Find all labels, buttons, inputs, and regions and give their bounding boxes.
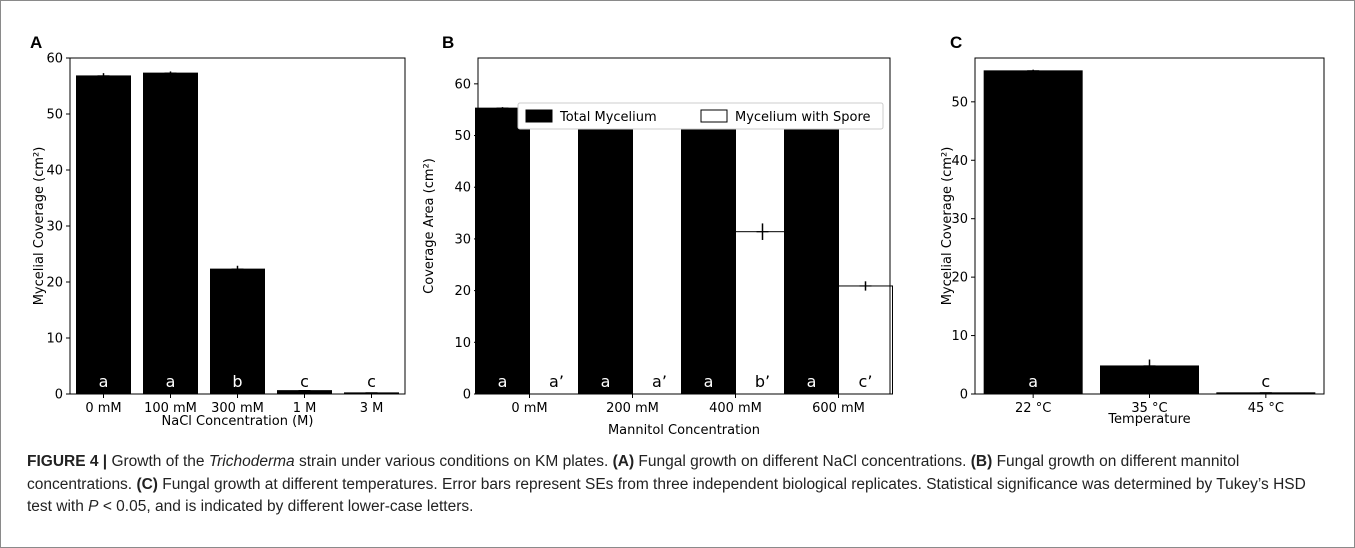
panel-b-s0-0-letter: a	[498, 372, 508, 391]
caption-genus: Trichoderma	[208, 453, 295, 470]
panel-c-xtick-label-1: 35 °C	[1131, 401, 1167, 416]
caption-text-2: strain under various conditions on KM pl…	[294, 453, 613, 470]
panel-a-ytick-label-1: 10	[46, 332, 63, 347]
panel-a-bar-0-letter: a	[99, 372, 109, 391]
panel-b-s0-3-letter: a	[807, 372, 817, 391]
panel-c-bar-1-letter: b	[1144, 372, 1154, 391]
panel-b-ytick-label-5: 50	[454, 129, 471, 144]
panel-b-s1-1-letter: a’	[652, 372, 667, 391]
panel-c-xlabel: Temperature	[1107, 412, 1190, 427]
panel-a-ytick-label-3: 30	[46, 220, 63, 235]
panel-b-ytick-label-1: 10	[454, 336, 471, 351]
panel-b-ytick-label-0: 0	[463, 388, 471, 403]
panel-b-xtick-label-2: 400 mM	[709, 401, 762, 416]
panel-a-ytick-label-4: 40	[46, 164, 63, 179]
panel-a-letter: A	[30, 33, 42, 52]
panel-a-xtick-label-2: 300 mM	[211, 401, 264, 416]
caption-ref-a: (A)	[612, 453, 635, 470]
panel-a-xtick-label-3: 1 M	[293, 401, 317, 416]
panel-b-xtick-label-3: 600 mM	[812, 401, 865, 416]
panel-c-ytick-label-2: 20	[951, 271, 968, 286]
panel-b-s0-2-letter: a	[704, 372, 714, 391]
panel-b-s1-0-bar	[529, 107, 584, 395]
panel-c-ytick-label-0: 0	[960, 388, 968, 403]
panel-c-ytick-label-4: 40	[951, 154, 968, 169]
panel-b-xtick-label-1: 200 mM	[606, 401, 659, 416]
caption-figure-label: FIGURE 4 |	[27, 453, 108, 470]
figure-panels: A 0 10 20 30 40 50 60 Mycelial Coverage (cm²) NaC…	[30, 33, 1325, 438]
panel-b-s0-3-bar	[784, 107, 839, 395]
figure-caption: FIGURE 4 | Growth of the Trichoderma str…	[27, 451, 1327, 519]
panel-c-xtick-label-2: 45 °C	[1248, 401, 1284, 416]
caption-ref-b: (B)	[970, 453, 993, 470]
panel-b-s0-1-letter: a	[601, 372, 611, 391]
panel-c-letter: C	[950, 33, 962, 52]
panel-c-bar-0-letter: a	[1028, 372, 1038, 391]
panel-b-ytick-label-2: 20	[454, 284, 471, 299]
panel-a-bar-2-bar	[210, 268, 265, 395]
panel-b-xlabel: Mannitol Concentration	[608, 423, 760, 438]
panel-a-ytick-label-5: 50	[46, 108, 63, 123]
panel-a-bar-1-bar	[143, 72, 198, 395]
panel-a-xtick-label-4: 3 M	[360, 401, 384, 416]
panel-b-s1-3-letter: c’	[859, 372, 873, 391]
panel-a-ylabel: Mycelial Coverage (cm²)	[32, 147, 47, 306]
panel-c-ylabel: Mycelial Coverage (cm²)	[940, 147, 955, 306]
panel-c-xtick-label-0: 22 °C	[1015, 401, 1051, 416]
panel-b-legend-label-1: Mycelium with Spore	[735, 110, 871, 125]
caption-text-p: < 0.05, and is indicated by different lo…	[98, 498, 474, 515]
caption-text-b: Fungal growth on different mannitol conc…	[27, 453, 1240, 493]
panel-b-ytick-label-4: 40	[454, 181, 471, 196]
panel-a-bar-1-letter: a	[166, 372, 176, 391]
panel-b-legend-swatch-0	[525, 109, 553, 123]
panel-c-ytick-label-3: 30	[951, 212, 968, 227]
panel-b-legend-swatch-1	[700, 109, 728, 123]
caption-text-a: Fungal growth on different NaCl concentr…	[634, 453, 971, 470]
panel-b-ytick-label-3: 30	[454, 232, 471, 247]
panel-a-ytick-label-2: 20	[46, 276, 63, 291]
caption-text-1: Growth of the	[107, 453, 209, 470]
panel-c-bar-0-bar	[983, 70, 1083, 395]
panel-a-axes-frame	[69, 57, 406, 395]
caption-text-c: Fungal growth at different temperatures.…	[27, 475, 1306, 516]
panel-b-s1-2-bar	[735, 231, 790, 395]
panel-b-s0-1-bar	[578, 107, 633, 395]
panel-a-bar-3-letter: c	[300, 372, 309, 391]
panel-b-letter: B	[442, 33, 454, 52]
panel-b-s1-1-bar	[632, 107, 687, 395]
panel-b-ytick-label-6: 60	[454, 77, 471, 92]
panel-b-s1-2-letter: b’	[755, 372, 770, 391]
panel-c-axes-frame	[974, 57, 1325, 395]
panel-b-s1-0-letter: a’	[549, 372, 564, 391]
panel-b-axes-frame	[477, 57, 891, 395]
panel-a-xtick-label-0: 0 mM	[85, 401, 121, 416]
panel-b-s0-0-bar	[475, 107, 530, 395]
caption-ref-c: (C)	[136, 475, 158, 493]
panel-a-xlabel: NaCl Concentration (M)	[162, 414, 314, 429]
panel-a-ytick-label-6: 60	[46, 52, 63, 67]
panel-c-bar-2-letter: c	[1261, 372, 1270, 391]
panel-b-ylabel: Coverage Area (cm²)	[422, 158, 437, 294]
panel-a-xtick-label-1: 100 mM	[144, 401, 197, 416]
panel-a-bar-4-letter: c	[367, 372, 376, 391]
panel-b-s0-2-bar	[681, 107, 736, 395]
panel-a-ytick-label-0: 0	[55, 388, 63, 403]
panel-c-ytick-label-5: 50	[951, 95, 968, 110]
panel-a-bar-2-letter: b	[232, 372, 242, 391]
panel-c-ytick-label-1: 10	[951, 329, 968, 344]
panel-b-xtick-label-0: 0 mM	[511, 401, 547, 416]
caption-p-symbol: P	[88, 498, 99, 515]
panel-b-legend-label-0: Total Mycelium	[559, 110, 657, 125]
panel-a-bar-0-bar	[76, 75, 131, 395]
